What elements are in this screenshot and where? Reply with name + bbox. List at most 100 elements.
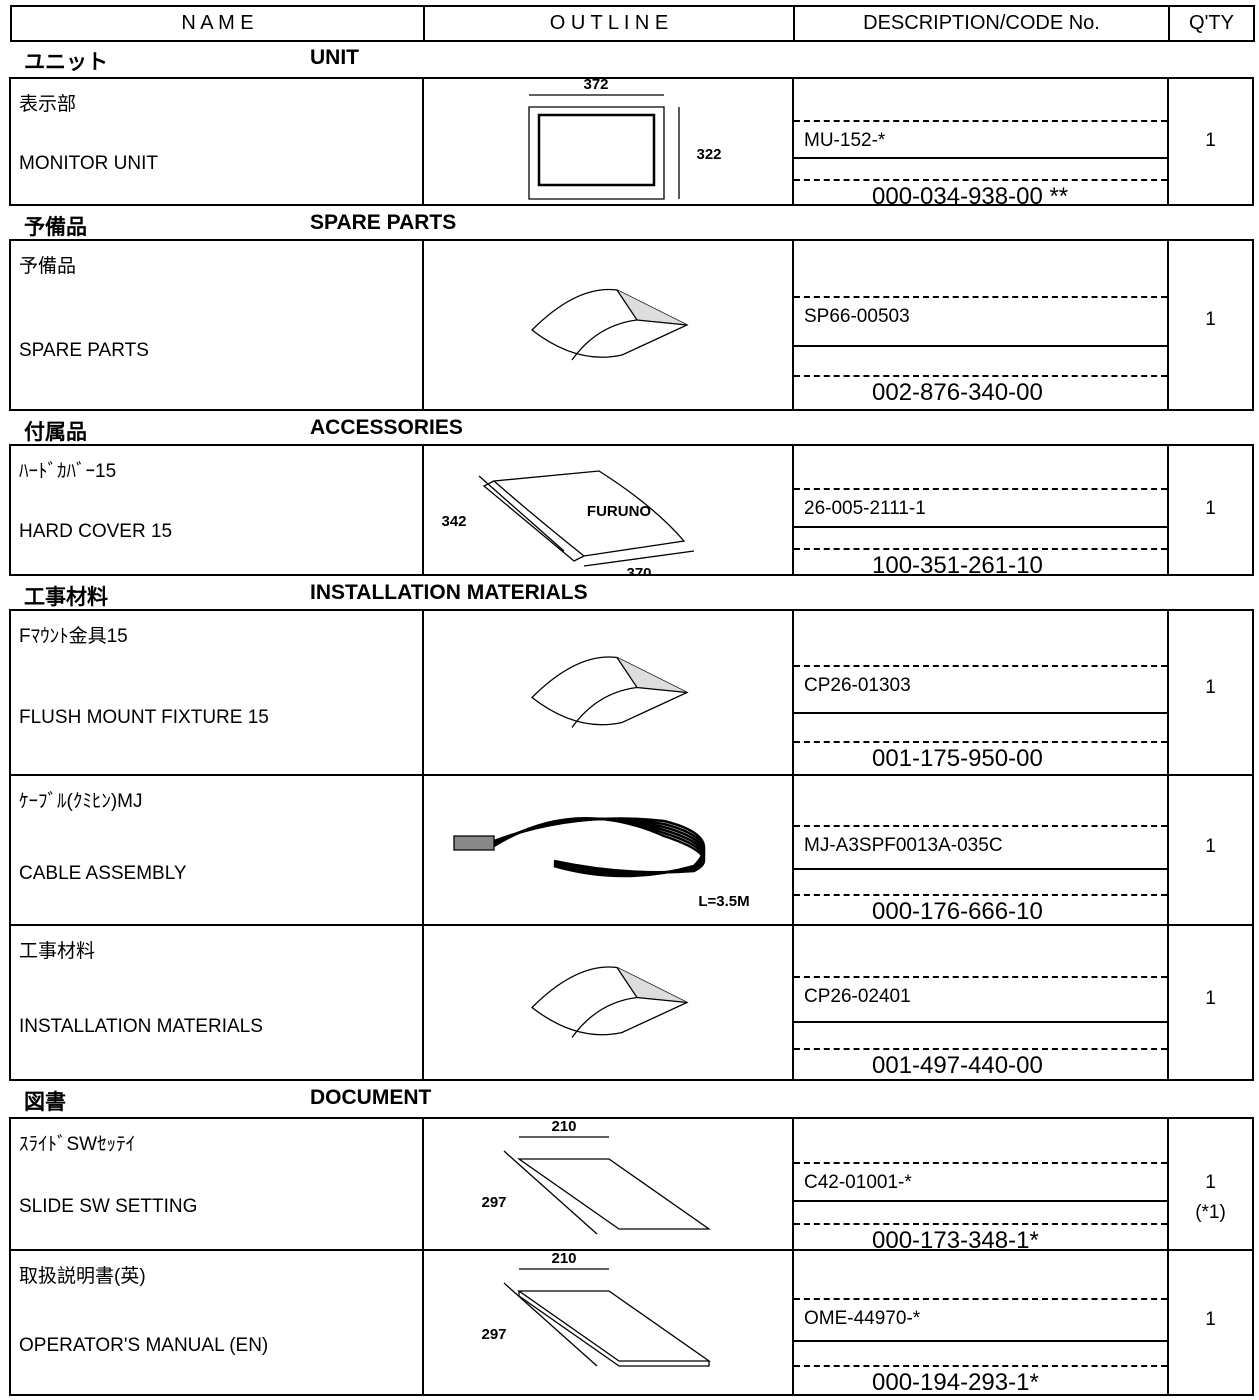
dashed-line <box>794 1048 1167 1051</box>
name-en: OPERATOR'S MANUAL (EN) <box>19 1335 269 1356</box>
outline-line <box>528 106 665 200</box>
outline-line <box>616 967 688 1004</box>
description-cell: C42-01001-* 000-173-348-1* <box>792 1117 1169 1254</box>
qty: 1 <box>1205 309 1216 330</box>
qty: 1 <box>1205 1309 1216 1330</box>
qty-cell: 1 <box>1167 444 1254 576</box>
outline-line <box>478 475 565 552</box>
code-no: 000-034-938-00 ** <box>872 183 1069 210</box>
outline-line <box>571 319 638 361</box>
qty-cell: 1 (*1) <box>1167 1117 1254 1251</box>
header-text: O U T L I N E <box>549 12 669 34</box>
qty-cell: 1 <box>1167 239 1254 411</box>
section-row: ユニット UNIT <box>10 40 1253 78</box>
description: OME-44970-* <box>804 1308 921 1330</box>
code-no: 000-176-666-10 <box>872 898 1043 926</box>
section-title-ja: 付属品 <box>24 421 87 444</box>
qty-cell: 1 <box>1167 1249 1254 1396</box>
outline-cell: 342 FURUNO 370 <box>422 444 794 582</box>
outline-label: 297 <box>481 1326 506 1343</box>
outline-label: 297 <box>481 1194 506 1211</box>
dashed-line <box>794 488 1167 491</box>
name-ja: 取扱説明書(英) <box>19 1266 146 1287</box>
section-row: 付属品 ACCESSORIES <box>10 410 1253 445</box>
code-no: 002-876-340-00 <box>872 378 1043 406</box>
outline-drawing: L=3.5M <box>453 816 750 910</box>
name-ja: 表示部 <box>19 94 77 115</box>
outline-drawing: 210 297 <box>481 1250 712 1367</box>
outline-line <box>537 113 656 187</box>
outline-line <box>583 550 695 567</box>
qty-cell: 1 <box>1167 609 1254 776</box>
outline-line <box>518 1291 710 1367</box>
section-title-ja: ユニット <box>24 51 108 74</box>
name-cell: ｹｰﾌﾞﾙ(ｸﾐﾋﾝ)MJ CABLE ASSEMBLY <box>9 774 424 926</box>
qty: 1 <box>1205 836 1216 857</box>
outline-line <box>531 656 689 726</box>
description-cell: MU-152-* 000-034-938-00 ** <box>792 77 1169 210</box>
description-cell: CP26-02401 001-497-440-00 <box>792 924 1169 1081</box>
qty-cell: 1 <box>1167 774 1254 926</box>
outline-line <box>503 1150 598 1235</box>
header-text: N A M E <box>181 12 254 34</box>
code-no: 100-351-261-10 <box>872 552 1043 580</box>
name-ja: 予備品 <box>19 256 77 277</box>
section-title-en: DOCUMENT <box>310 1086 432 1109</box>
outline-line <box>616 289 688 326</box>
code-no: 001-497-440-00 <box>872 1052 1043 1080</box>
name-cell: 取扱説明書(英) OPERATOR'S MANUAL (EN) <box>9 1249 424 1396</box>
outline-line <box>503 1282 598 1367</box>
outline-line <box>493 816 706 874</box>
name-en: SLIDE SW SETTING <box>19 1196 198 1217</box>
qty-cell: 1 <box>1167 924 1254 1081</box>
qty-note: (*1) <box>1195 1202 1226 1224</box>
outline-drawing <box>531 288 689 361</box>
outline-label: 372 <box>583 79 608 93</box>
section-row: 予備品 SPARE PARTS <box>10 205 1253 240</box>
solid-line <box>794 525 1167 528</box>
description-cell: MJ-A3SPF0013A-035C 000-176-666-10 <box>792 774 1169 926</box>
solid-line <box>794 867 1167 870</box>
outline-cell <box>422 924 794 1081</box>
outline-line <box>492 470 686 557</box>
outline-label: L=3.5M <box>698 893 749 910</box>
outline-cell: 372 322 <box>422 76 794 206</box>
dashed-line <box>794 894 1167 897</box>
outline-drawing: 210 297 <box>481 1118 712 1235</box>
name-cell: 工事材料 INSTALLATION MATERIALS <box>9 924 424 1081</box>
outline-line <box>571 686 638 728</box>
header-text: Q'TY <box>1189 12 1234 34</box>
outline-label: 370 <box>626 565 651 574</box>
name-ja: 工事材料 <box>19 941 96 962</box>
section-title-ja: 図書 <box>24 1091 66 1114</box>
outline-line <box>516 1158 712 1230</box>
outline-cell: 210 297 <box>422 1117 794 1251</box>
name-en: INSTALLATION MATERIALS <box>19 1016 263 1037</box>
dashed-line <box>794 179 1167 181</box>
dashed-line <box>794 1161 1167 1164</box>
section-row: 図書 DOCUMENT <box>10 1080 1253 1118</box>
name-en: HARD COVER 15 <box>19 521 173 542</box>
name-cell: ｽﾗｲﾄﾞSWｾｯﾃｲ SLIDE SW SETTING <box>9 1117 424 1251</box>
qty: 1 <box>1205 129 1216 151</box>
solid-line <box>794 712 1167 715</box>
qty: 1 <box>1205 677 1216 698</box>
outline-line <box>493 817 706 877</box>
description: C42-01001-* <box>804 1171 912 1193</box>
description: 26-005-2111-1 <box>804 498 926 520</box>
name-en: MONITOR UNIT <box>19 153 158 174</box>
name-ja: Fﾏｳﾝﾄ金具15 <box>19 626 128 647</box>
description-cell: 26-005-2111-1 100-351-261-10 <box>792 444 1169 579</box>
qty: 1 <box>1205 1171 1216 1193</box>
section-title-en: SPARE PARTS <box>310 211 457 234</box>
code-no: 000-194-293-1* <box>872 1369 1039 1397</box>
outline-cell: L=3.5M <box>422 774 794 926</box>
description: MJ-A3SPF0013A-035C <box>804 834 1003 856</box>
description: SP66-00503 <box>804 306 910 328</box>
section-title-en: ACCESSORIES <box>310 416 463 439</box>
outline-drawing: 342 FURUNO 370 <box>441 470 695 582</box>
outline-label: 322 <box>696 146 721 163</box>
description-cell: CP26-01303 001-175-950-00 <box>792 609 1169 776</box>
outline-line <box>616 657 688 694</box>
section-title-en: INSTALLATION MATERIALS <box>310 581 588 604</box>
